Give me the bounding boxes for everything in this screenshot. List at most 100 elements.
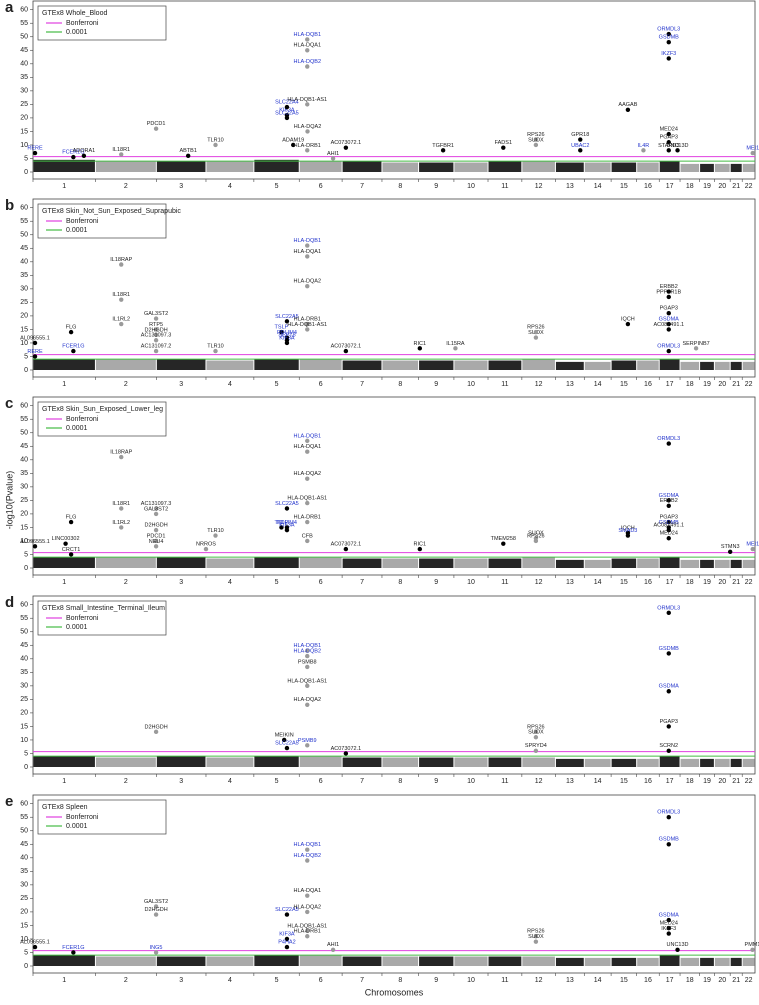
x-tick-label: 3 (179, 977, 183, 984)
background-signal (584, 559, 611, 568)
x-tick-label: 1 (62, 183, 66, 190)
y-tick-label: 60 (20, 7, 28, 14)
y-tick-label: 15 (20, 326, 28, 333)
hit-label: RPS26 (527, 929, 544, 935)
y-tick-label: 40 (20, 61, 28, 68)
background-signal (659, 161, 680, 172)
background-signal (680, 163, 700, 172)
background-signal (454, 162, 488, 172)
hit-point (153, 126, 159, 131)
hit-label: AC087491.1 (653, 523, 684, 529)
background-signal (382, 757, 419, 767)
hit-point (501, 541, 506, 546)
x-tick-label: 13 (566, 977, 574, 984)
hit-label: MED24 (660, 921, 678, 927)
background-signal (700, 163, 714, 172)
y-tick-label: 25 (20, 497, 28, 504)
hit-point (119, 525, 124, 530)
background-signal (33, 955, 95, 966)
background-signal (95, 161, 156, 172)
x-tick-label: 8 (398, 778, 402, 785)
x-tick-label: 4 (228, 977, 232, 984)
hit-point (305, 702, 310, 707)
hit-point (305, 538, 310, 544)
hit-point (119, 506, 124, 511)
hit-point (281, 737, 287, 743)
background-signal (637, 558, 659, 568)
background-signal (488, 956, 522, 966)
background-signal (700, 758, 714, 767)
hit-label: GSDMA (659, 493, 680, 499)
hit-label: HLA-DQA1 (294, 444, 322, 450)
x-tick-label: 11 (501, 579, 508, 586)
panel-frame (32, 198, 756, 378)
x-tick-label: 22 (745, 183, 753, 190)
hit-label: UNC13D (667, 143, 689, 149)
x-tick-label: 9 (434, 977, 438, 984)
background-signal (659, 955, 680, 966)
hit-point (750, 546, 755, 552)
background-signal (659, 756, 680, 767)
hit-point (666, 842, 671, 847)
y-tick-label: 60 (20, 602, 28, 609)
y-tick-label: 30 (20, 683, 28, 690)
y-tick-label: 25 (20, 299, 28, 306)
x-tick-label: 5 (275, 778, 279, 785)
hit-point (305, 683, 310, 689)
x-tick-label: 9 (434, 183, 438, 190)
hit-point (305, 664, 310, 670)
hit-label: D2HGDH (144, 523, 167, 529)
hit-point (453, 346, 458, 351)
hit-point (343, 546, 349, 552)
hit-label: HLA-DQA2 (294, 697, 322, 703)
hit-label: HLA-DQB1-AS1 (287, 97, 327, 103)
x-tick-label: 12 (535, 183, 543, 190)
hit-label: MED24 (660, 127, 678, 133)
x-tick-label: 21 (732, 183, 740, 190)
y-tick-label: 0 (24, 367, 28, 374)
x-tick-label: 20 (718, 183, 726, 190)
hit-label: PDCD1 (147, 121, 166, 127)
y-tick-label: 45 (20, 841, 28, 848)
hit-label: AL096555.1 (20, 335, 50, 341)
hit-label: AC073072.1 (331, 140, 362, 146)
x-tick-label: 22 (745, 778, 753, 785)
x-tick-label: 19 (703, 778, 711, 785)
background-signal (299, 359, 342, 370)
background-signal (522, 956, 555, 966)
hit-label: ERBB2 (660, 498, 678, 504)
y-tick-label: 10 (20, 538, 28, 545)
background-signal (522, 161, 555, 172)
hit-point (343, 348, 349, 354)
y-tick-label: 30 (20, 882, 28, 889)
hit-label: SLC22A4 (275, 100, 299, 106)
x-tick-label: 6 (319, 579, 323, 586)
hit-label: UBAC2 (571, 143, 589, 149)
hit-label: KIF3A (279, 335, 295, 341)
x-tick-label: 8 (398, 579, 402, 586)
hit-label: SUOX (528, 730, 544, 736)
hit-point (533, 335, 539, 340)
legend-label: 0.0001 (66, 425, 88, 432)
hit-label: PMM1 (745, 942, 759, 948)
x-tick-label: 14 (594, 977, 602, 984)
y-tick-label: 15 (20, 723, 28, 730)
y-tick-label: 35 (20, 470, 28, 477)
x-tick-label: 8 (398, 381, 402, 388)
background-signal (742, 957, 755, 966)
background-signal (299, 161, 342, 172)
y-tick-label: 20 (20, 710, 28, 717)
hit-point (305, 243, 310, 248)
hit-label: FCER1G (62, 945, 84, 951)
x-tick-label: 5 (275, 579, 279, 586)
hit-point (32, 944, 38, 950)
hit-label: ABTB1 (179, 148, 196, 154)
hit-point (533, 538, 539, 544)
hit-label: MEI1 (746, 146, 759, 152)
hit-point (32, 150, 38, 156)
hit-label: SMAD3 (618, 528, 637, 534)
hit-point (305, 283, 310, 289)
x-tick-label: 17 (666, 778, 674, 785)
legend-title: GTEx8 Small_Intestine_Terminal_Ileum (42, 605, 165, 612)
